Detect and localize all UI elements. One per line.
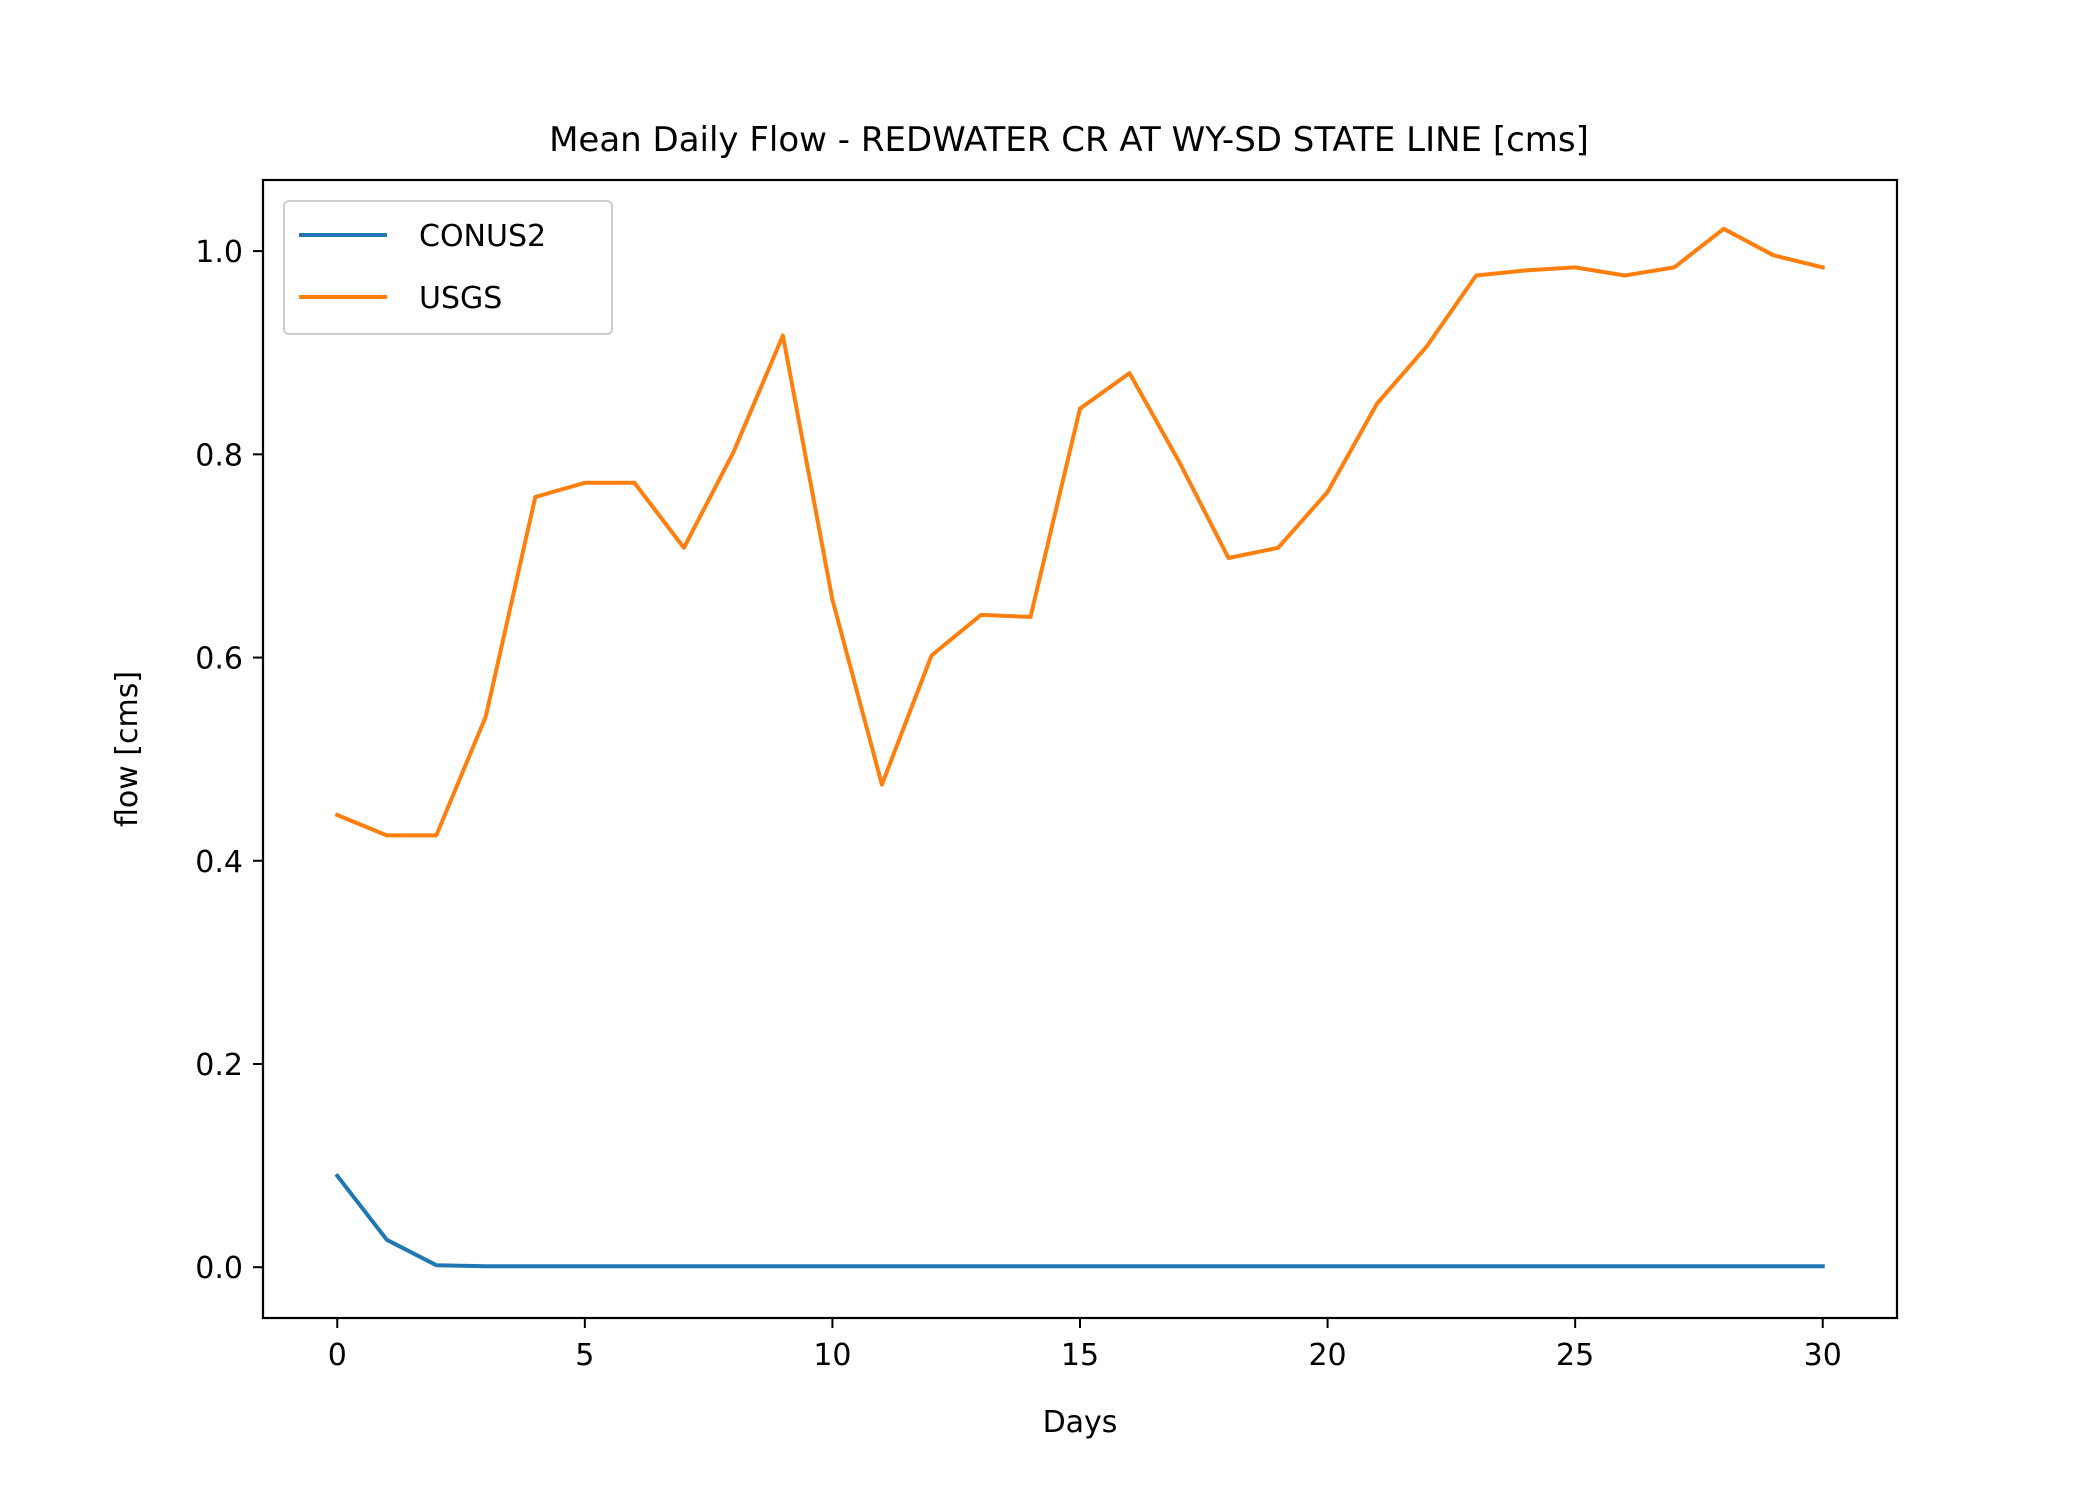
x-tick-label: 20 bbox=[1308, 1338, 1346, 1373]
legend: CONUS2 USGS bbox=[283, 200, 613, 335]
x-axis: 0 5 10 15 20 25 30 bbox=[328, 1318, 1842, 1373]
y-tick-label: 0.4 bbox=[195, 845, 243, 880]
series-line-conus2 bbox=[334, 1172, 1825, 1269]
y-tick-label: 0.6 bbox=[195, 642, 243, 677]
x-tick-label: 30 bbox=[1804, 1338, 1842, 1373]
x-tick-label: 0 bbox=[328, 1338, 347, 1373]
x-tick-label: 15 bbox=[1061, 1338, 1099, 1373]
plot-frame bbox=[261, 178, 1899, 1320]
y-axis: 0.0 0.2 0.4 0.6 0.8 1.0 bbox=[195, 235, 263, 1286]
x-tick-label: 5 bbox=[575, 1338, 594, 1373]
legend-label-usgs: USGS bbox=[419, 281, 502, 316]
x-axis-label: Days bbox=[1043, 1405, 1118, 1440]
chart-title: Mean Daily Flow - REDWATER CR AT WY-SD S… bbox=[549, 120, 1589, 160]
x-tick-label: 10 bbox=[813, 1338, 851, 1373]
series-line-usgs bbox=[334, 226, 1826, 838]
y-tick-label: 0.2 bbox=[195, 1048, 243, 1083]
y-axis-label: flow [cms] bbox=[110, 671, 145, 827]
y-tick-label: 1.0 bbox=[195, 235, 243, 270]
x-tick-label: 25 bbox=[1556, 1338, 1594, 1373]
y-tick-label: 0.8 bbox=[195, 438, 243, 473]
legend-label-conus2: CONUS2 bbox=[419, 219, 546, 254]
series-layer bbox=[334, 226, 1826, 1269]
y-tick-label: 0.0 bbox=[195, 1251, 243, 1286]
